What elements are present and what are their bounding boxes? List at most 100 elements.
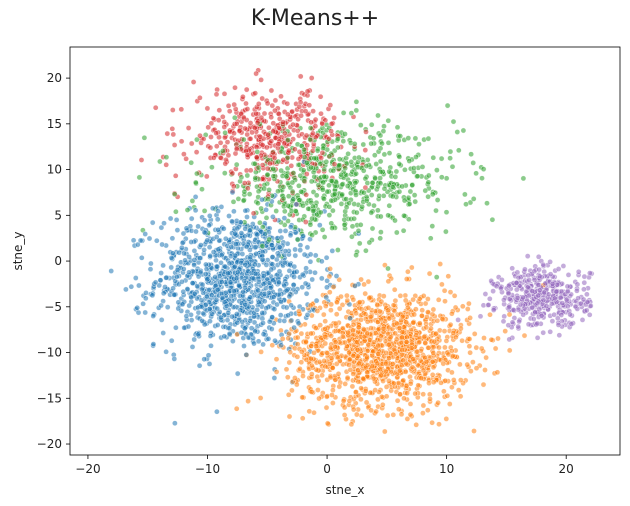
scatter-point — [312, 116, 319, 123]
scatter-point — [560, 263, 567, 269]
scatter-point — [403, 383, 410, 389]
scatter-point — [501, 313, 508, 320]
scatter-point — [457, 393, 464, 400]
scatter-point — [209, 205, 216, 212]
scatter-point — [322, 340, 329, 347]
scatter-point — [419, 164, 426, 170]
scatter-point — [423, 358, 430, 365]
scatter-point — [330, 284, 337, 290]
scatter-point — [470, 196, 477, 202]
scatter-point — [449, 310, 455, 317]
scatter-point — [251, 261, 258, 268]
scatter-point — [247, 167, 254, 174]
scatter-point — [429, 358, 436, 365]
scatter-point — [430, 154, 437, 161]
scatter-point — [403, 276, 410, 282]
scatter-point — [173, 217, 180, 223]
scatter-point — [353, 389, 359, 395]
scatter-point — [311, 349, 317, 356]
scatter-point — [255, 200, 261, 206]
scatter-point — [273, 208, 280, 214]
scatter-point — [349, 223, 356, 230]
scatter-point — [158, 302, 164, 309]
scatter-point — [307, 258, 314, 265]
scatter-point — [320, 179, 327, 186]
scatter-point — [321, 358, 328, 364]
scatter-point — [541, 289, 548, 296]
scatter-point — [271, 306, 278, 312]
scatter-point — [371, 339, 377, 346]
scatter-point — [342, 339, 348, 346]
scatter-point — [369, 225, 376, 232]
scatter-point — [217, 139, 224, 146]
scatter-point — [353, 411, 360, 418]
scatter-point — [406, 158, 413, 164]
scatter-point — [455, 387, 462, 393]
scatter-point — [521, 332, 528, 339]
scatter-point — [123, 286, 129, 293]
scatter-point — [260, 331, 267, 338]
scatter-point — [351, 141, 358, 147]
scatter-point — [362, 311, 369, 318]
scatter-point — [489, 216, 496, 223]
scatter-point — [290, 170, 297, 176]
scatter-point — [221, 299, 228, 306]
scatter-point — [564, 303, 571, 310]
scatter-point — [344, 297, 351, 304]
scatter-point — [438, 155, 445, 162]
scatter-point — [300, 233, 306, 239]
scatter-point — [192, 207, 199, 214]
scatter-point — [258, 205, 264, 212]
scatter-point — [354, 346, 361, 353]
scatter-point — [362, 147, 369, 153]
scatter-point — [363, 399, 370, 406]
scatter-point — [293, 208, 299, 215]
scatter-point — [209, 164, 215, 170]
scatter-point — [389, 193, 396, 200]
scatter-point — [233, 146, 240, 152]
scatter-point — [137, 237, 144, 244]
scatter-point — [565, 288, 571, 294]
scatter-point — [247, 227, 253, 233]
scatter-point — [353, 310, 359, 317]
scatter-point — [238, 174, 245, 181]
scatter-point — [284, 374, 291, 381]
scatter-point — [213, 257, 219, 264]
scatter-point — [231, 101, 237, 108]
scatter-point — [409, 364, 416, 371]
scatter-point — [199, 281, 206, 288]
scatter-point — [308, 75, 315, 81]
scatter-point — [445, 273, 452, 280]
scatter-point — [178, 138, 185, 145]
scatter-point — [343, 196, 350, 202]
scatter-point — [361, 281, 367, 288]
scatter-point — [309, 147, 316, 154]
scatter-point — [203, 261, 209, 268]
scatter-point — [260, 341, 266, 348]
scatter-point — [201, 208, 208, 214]
scatter-point — [516, 318, 522, 325]
scatter-point — [326, 182, 332, 189]
scatter-point — [447, 321, 454, 328]
scatter-point — [303, 132, 310, 139]
scatter-point — [549, 281, 556, 287]
scatter-point — [285, 391, 292, 398]
scatter-point — [515, 274, 522, 281]
scatter-point — [466, 336, 473, 342]
scatter-point — [284, 111, 291, 118]
scatter-point — [367, 313, 374, 320]
scatter-point — [308, 355, 314, 362]
scatter-point — [315, 387, 321, 393]
scatter-point — [430, 364, 437, 371]
scatter-point — [217, 154, 224, 161]
scatter-point — [429, 311, 436, 318]
scatter-point — [336, 383, 343, 390]
scatter-point — [339, 333, 346, 340]
scatter-point — [324, 277, 330, 284]
scatter-point — [329, 178, 335, 184]
scatter-point — [329, 392, 335, 398]
scatter-point — [278, 148, 285, 155]
scatter-point — [199, 286, 205, 293]
scatter-point — [430, 379, 437, 386]
scatter-point — [401, 197, 408, 204]
